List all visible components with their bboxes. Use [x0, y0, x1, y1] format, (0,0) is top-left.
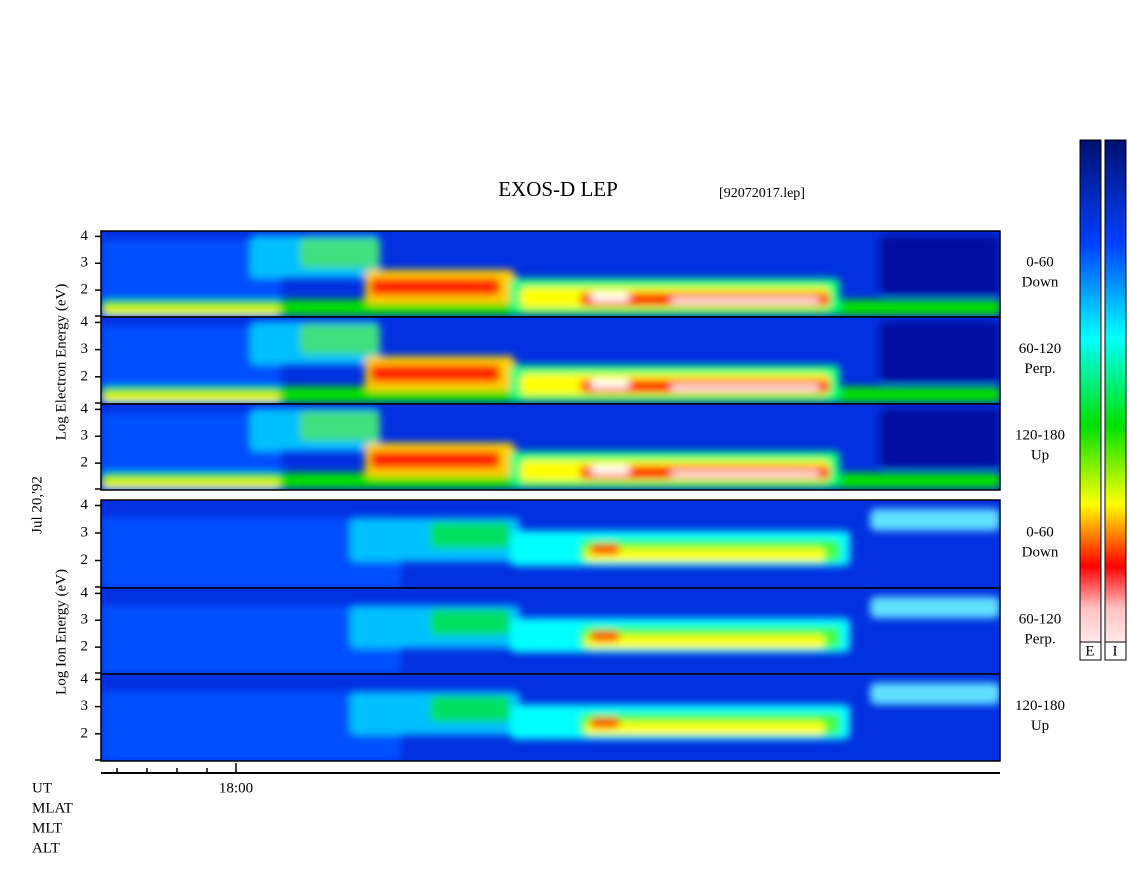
row-label: MLT — [32, 820, 62, 836]
flux-region — [670, 471, 820, 477]
colorbar — [1079, 139, 1102, 661]
direction-label: Up — [1031, 447, 1049, 463]
flux-region — [590, 717, 620, 728]
flux-region — [870, 508, 1000, 531]
direction-label: Down — [1022, 274, 1059, 290]
spectrogram — [101, 500, 1000, 588]
angle-label: 60-120 — [1019, 611, 1062, 627]
y-tick-label: 4 — [81, 228, 89, 244]
flux-region — [370, 451, 500, 469]
flux-region — [670, 298, 820, 304]
y-tick-label: 4 — [81, 401, 89, 417]
y-tick-label: 3 — [81, 698, 89, 714]
flux-region — [101, 479, 281, 487]
y-tick-label: 4 — [81, 314, 89, 330]
spectrogram — [101, 231, 1000, 317]
row-label: UT — [32, 780, 52, 796]
y-tick-label: 2 — [81, 552, 89, 568]
ion-axis-label: Log Ion Energy (eV) — [53, 569, 69, 695]
flux-region — [880, 235, 1000, 296]
row-label: MLAT — [32, 800, 73, 816]
y-tick-label: 2 — [81, 639, 89, 655]
date-label: Jul 20,'92 — [29, 476, 45, 534]
y-tick-label: 4 — [81, 497, 89, 513]
flux-region — [101, 517, 401, 588]
colorbar-label-box — [1079, 641, 1102, 661]
x-minor-ticks — [116, 763, 237, 773]
panel-frame — [100, 403, 1001, 491]
flux-region — [101, 239, 281, 317]
colorbar-label-box — [1104, 641, 1127, 661]
y-tick-label: 3 — [81, 612, 89, 628]
angle-label: 0-60 — [1026, 524, 1054, 540]
spectrogram-features — [101, 235, 1000, 317]
spectrogram-features — [101, 321, 1000, 404]
y-tick-label: 4 — [81, 671, 89, 687]
flux-region — [430, 695, 510, 722]
flux-region — [880, 321, 1000, 383]
flux-region — [101, 325, 281, 404]
flux-region — [870, 682, 1000, 705]
flux-region — [590, 379, 630, 389]
flux-region — [430, 609, 510, 636]
direction-label: Perp. — [1024, 631, 1055, 647]
spectrogram — [101, 317, 1000, 404]
flux-region — [870, 596, 1000, 619]
x-tick-label: 18:00 — [219, 780, 253, 796]
y-tick-label: 3 — [81, 341, 89, 357]
title: EXOS-D LEP — [498, 177, 618, 201]
spectrogram — [101, 674, 1000, 761]
y-tick-label: 2 — [81, 455, 89, 471]
flux-region — [585, 548, 825, 562]
flux-region — [101, 412, 281, 490]
flux-region — [300, 237, 380, 268]
spectrogram-features — [101, 596, 1000, 674]
angle-label: 120-180 — [1015, 698, 1065, 714]
spectrogram — [101, 404, 1000, 490]
flux-region — [101, 605, 401, 674]
flux-region — [585, 721, 825, 735]
y-tick-label: 2 — [81, 282, 89, 298]
flux-region — [101, 306, 281, 314]
flux-region — [300, 323, 380, 355]
flux-region — [300, 410, 380, 441]
y-tick-label: 3 — [81, 524, 89, 540]
flux-region — [590, 292, 630, 302]
spectrogram — [101, 588, 1000, 674]
file-name: [92072017.lep] — [719, 186, 805, 201]
flux-region — [590, 631, 620, 642]
row-label: ALT — [32, 840, 60, 856]
flux-region — [585, 635, 825, 649]
flux-region — [590, 544, 620, 555]
electron-axis-label: Log Electron Energy (eV) — [53, 284, 69, 441]
y-tick-label: 3 — [81, 428, 89, 444]
angle-label: 120-180 — [1015, 427, 1065, 443]
panel-frame — [100, 673, 1001, 762]
flux-region — [670, 384, 820, 391]
y-tick-label: 4 — [81, 585, 89, 601]
flux-region — [101, 691, 401, 761]
direction-label: Perp. — [1024, 361, 1055, 377]
flux-region — [101, 393, 281, 401]
colorbar-label: I — [1113, 643, 1118, 659]
flux-region — [430, 522, 510, 549]
direction-label: Up — [1031, 718, 1049, 734]
angle-label: 0-60 — [1026, 254, 1054, 270]
y-tick-label: 2 — [81, 725, 89, 741]
flux-region — [880, 408, 1000, 469]
spectrogram-features — [101, 508, 1000, 588]
flux-region — [590, 465, 630, 475]
angle-label: 60-120 — [1019, 341, 1062, 357]
spectrogram-features — [101, 408, 1000, 490]
direction-label: Down — [1022, 544, 1059, 560]
flux-region — [370, 278, 500, 296]
y-tick-label: 3 — [81, 255, 89, 271]
colorbar — [1104, 139, 1127, 661]
spectrogram-features — [101, 682, 1000, 761]
y-tick-label: 2 — [81, 368, 89, 384]
colorbar-label: E — [1085, 643, 1094, 659]
flux-region — [370, 364, 500, 383]
